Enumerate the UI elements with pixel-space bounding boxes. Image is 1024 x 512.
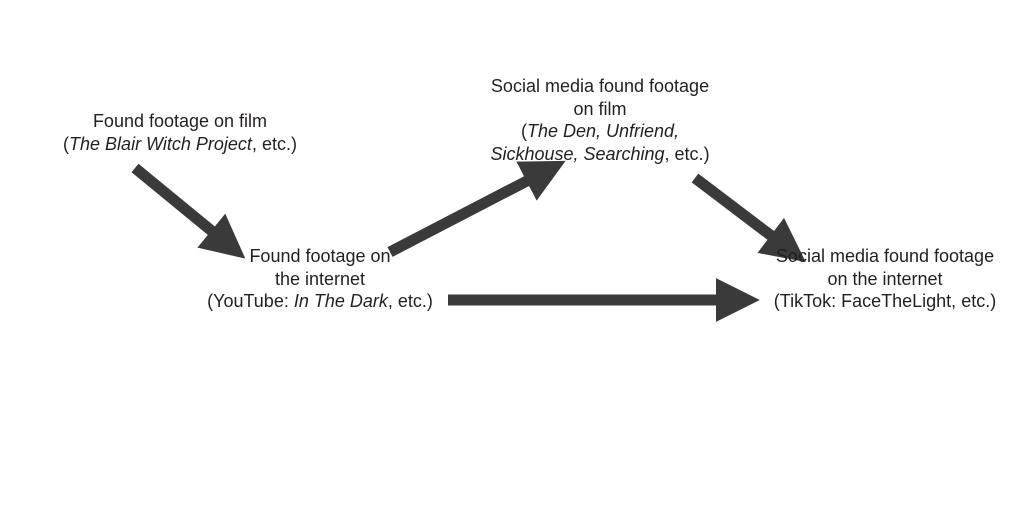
node-title: Social media found footage on the intern… <box>740 245 1024 290</box>
diagram-canvas: Found footage on film The Blair Witch Pr… <box>0 0 1024 512</box>
node-social-media-film: Social media found footage on film The D… <box>440 75 760 165</box>
node-title: Found footage on the internet <box>180 245 460 290</box>
node-example: TikTok: FaceTheLight, etc. <box>740 290 1024 313</box>
edge-n2-n3 <box>390 170 548 252</box>
node-example: YouTube: In The Dark, etc. <box>180 290 460 313</box>
node-social-media-internet: Social media found footage on the intern… <box>740 245 1024 313</box>
node-example: The Blair Witch Project, etc. <box>40 133 320 156</box>
node-title: Social media found footage on film <box>440 75 760 120</box>
edge-n1-n2 <box>135 168 230 246</box>
node-found-footage-internet: Found footage on the internet YouTube: I… <box>180 245 460 313</box>
node-found-footage-film: Found footage on film The Blair Witch Pr… <box>40 110 320 155</box>
edge-n3-n4 <box>695 178 790 250</box>
node-example: The Den, Unfriend,Sickhouse, Searching, … <box>440 120 760 165</box>
node-title: Found footage on film <box>40 110 320 133</box>
